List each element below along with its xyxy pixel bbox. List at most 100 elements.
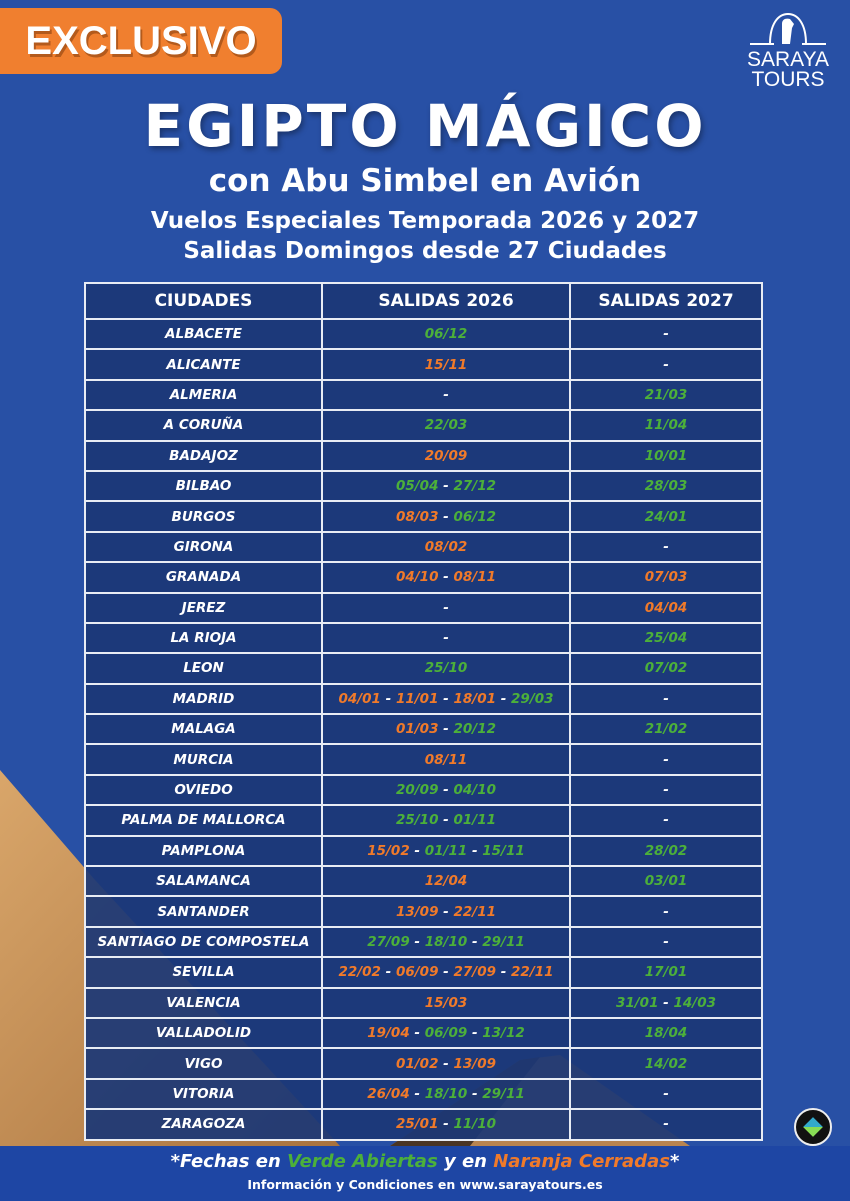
departures-2026-cell: - <box>321 378 571 412</box>
info-text: Información y Condiciones en www.sarayat… <box>247 1177 603 1192</box>
table-row: MURCIA 08/11 - <box>84 743 763 776</box>
departures-2027-cell: 28/03 <box>569 469 763 503</box>
table-row: JEREZ - 04/04 <box>84 591 763 624</box>
departures-2027-cell: - <box>569 317 763 351</box>
table-row: OVIEDO 20/09 - 04/10- <box>84 773 763 807</box>
open-date: 20/09 <box>395 782 439 799</box>
departures-2026-cell: 01/03 - 20/12 <box>321 713 571 746</box>
closed-date: 22/11 <box>511 964 554 981</box>
departures-2026-cell: 25/10 - 01/11 <box>321 804 571 837</box>
closed-date: 11/01 <box>395 690 439 707</box>
table-row: LA RIOJA - 25/04 <box>84 621 763 655</box>
date-separator: - <box>467 1085 483 1102</box>
departures-2026-cell: - <box>321 591 571 624</box>
closed-date: 01/03 <box>395 721 439 738</box>
header-2027: SALIDAS 2027 <box>569 282 763 320</box>
open-date: 10/01 <box>644 447 688 464</box>
closed-date: 08/02 <box>424 538 468 555</box>
chat-icon <box>803 1117 823 1137</box>
open-date: 28/03 <box>644 478 688 495</box>
departures-2027-cell: 03/01 <box>569 865 763 898</box>
departures-2027-cell: - <box>569 773 763 807</box>
city-cell: LA RIOJA <box>84 621 323 655</box>
no-date: - <box>663 751 669 768</box>
closed-date: 08/03 <box>395 508 439 525</box>
city-cell: SEVILLA <box>84 956 323 989</box>
closed-date: 27/09 <box>453 964 497 981</box>
closed-date: 08/11 <box>424 751 468 768</box>
closed-date: 15/03 <box>424 994 468 1011</box>
city-cell: MALAGA <box>84 713 323 746</box>
table-row: SANTANDER 13/09 - 22/11- <box>84 895 763 928</box>
table-row: MADRID 04/01 - 11/01 - 18/01 - 29/03- <box>84 682 763 716</box>
departures-2027-cell: 28/02 <box>569 834 763 868</box>
departures-2027-cell: 07/02 <box>569 652 763 685</box>
header-cities: CIUDADES <box>84 282 323 320</box>
open-date: 11/10 <box>453 1116 497 1133</box>
logo-line1: SARAYA <box>746 48 830 71</box>
closed-date: 12/04 <box>424 873 468 890</box>
date-separator: - <box>496 964 512 981</box>
departures-2027-cell: - <box>569 895 763 928</box>
table-row: BILBAO 05/04 - 27/12 28/03 <box>84 469 763 503</box>
departures-2027-cell: 11/04 <box>569 409 763 442</box>
open-date: 15/11 <box>482 842 525 859</box>
table-row: GRANADA 04/10 - 08/11 07/03 <box>84 561 763 594</box>
departures-2027-cell: - <box>569 1108 763 1141</box>
open-date: 27/09 <box>367 934 410 950</box>
city-cell: SANTIAGO DE COMPOSTELA <box>84 925 323 959</box>
departures-2027-cell: - <box>569 925 763 959</box>
table-row: ZARAGOZA 25/01 - 11/10- <box>84 1108 763 1141</box>
open-date: 06/12 <box>453 508 497 525</box>
open-date: 01/11 <box>424 842 468 859</box>
date-separator: - <box>438 721 454 738</box>
closed-date: 15/02 <box>367 842 410 859</box>
table-row: VALENCIA 15/03 31/01 - 14/03 <box>84 986 763 1019</box>
legend-suffix: * <box>669 1151 680 1172</box>
chat-widget-button[interactable] <box>794 1108 832 1146</box>
open-date: 28/02 <box>644 842 688 859</box>
city-cell: GIRONA <box>84 530 323 564</box>
legend-text: *Fechas en Verde Abiertas y en Naranja C… <box>0 1151 850 1172</box>
departures-2026-cell: 04/01 - 11/01 - 18/01 - 29/03 <box>321 682 571 716</box>
departures-2027-cell: - <box>569 530 763 564</box>
closed-date: 07/03 <box>644 569 688 586</box>
closed-date: 13/09 <box>453 1055 497 1072</box>
open-date: 06/12 <box>424 326 468 343</box>
no-date: - <box>663 326 669 343</box>
open-date: 29/11 <box>482 934 525 950</box>
date-separator: - <box>438 903 454 920</box>
city-cell: GRANADA <box>84 561 323 594</box>
date-separator: - <box>438 508 454 525</box>
table-row: VALLADOLID 19/04 - 06/09 - 13/12 18/04 <box>84 1016 763 1050</box>
table-row: LEON 25/10 07/02 <box>84 652 763 685</box>
closed-date: 22/11 <box>453 903 497 920</box>
page-subtitle: con Abu Simbel en Avión <box>208 163 642 199</box>
open-date: 18/04 <box>644 1025 688 1042</box>
no-date: - <box>663 1085 669 1102</box>
departures-2026-cell: 22/02 - 06/09 - 27/09 - 22/11 <box>321 956 571 989</box>
table-row: PALMA DE MALLORCA 25/10 - 01/11- <box>84 804 763 837</box>
departures-2027-cell: 17/01 <box>569 956 763 989</box>
date-separator: - <box>467 1025 483 1042</box>
closed-date: 26/04 <box>367 1085 410 1102</box>
table-row: SALAMANCA 12/04 03/01 <box>84 865 763 898</box>
city-cell: PALMA DE MALLORCA <box>84 804 323 837</box>
city-cell: MURCIA <box>84 743 323 776</box>
open-date: 21/02 <box>644 721 688 738</box>
no-date: - <box>663 934 669 950</box>
departures-2026-cell: 06/12 <box>321 317 571 351</box>
no-date: - <box>443 386 449 403</box>
closed-date: 08/11 <box>453 569 497 586</box>
open-date: 25/10 <box>395 812 439 829</box>
closed-date: 06/09 <box>395 964 439 981</box>
open-date: 29/03 <box>511 690 554 707</box>
departures-2026-cell: 26/04 - 18/10 - 29/11 <box>321 1077 571 1111</box>
saraya-tours-logo: SARAYA TOURS <box>740 10 836 90</box>
open-date: 07/02 <box>644 660 688 677</box>
table-row: A CORUÑA 22/03 11/04 <box>84 409 763 442</box>
no-date: - <box>443 630 449 647</box>
table-row: GIRONA 08/02 - <box>84 530 763 564</box>
city-cell: VALLADOLID <box>84 1016 323 1050</box>
closed-date: 04/10 <box>395 569 439 586</box>
